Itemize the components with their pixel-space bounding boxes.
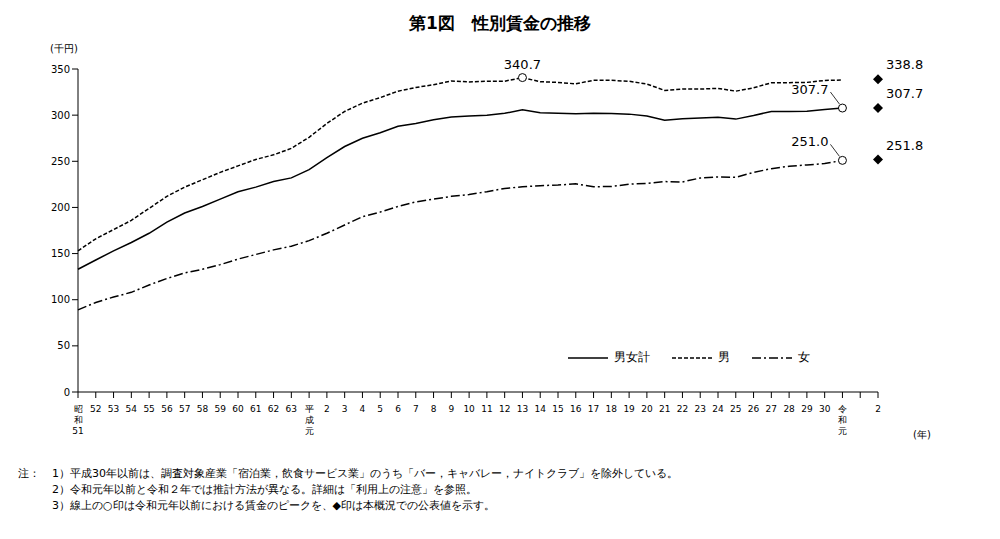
svg-text:61: 61: [250, 404, 261, 414]
svg-text:昭和51: 昭和51: [72, 404, 83, 436]
svg-text:59: 59: [214, 404, 226, 414]
svg-text:16: 16: [570, 404, 582, 414]
html-text:女: 女: [798, 350, 810, 364]
svg-text:60: 60: [232, 404, 244, 414]
svg-text:22: 22: [677, 404, 688, 414]
svg-text:55: 55: [143, 404, 154, 414]
html-text:第1図 性別賃金の推移: 第1図 性別賃金の推移: [409, 13, 591, 33]
svg-text:307.7: 307.7: [791, 82, 828, 97]
svg-text:57: 57: [179, 404, 190, 414]
svg-text:52: 52: [90, 404, 101, 414]
svg-text:7: 7: [413, 404, 419, 414]
svg-text:8: 8: [431, 404, 437, 414]
svg-text:300: 300: [51, 110, 70, 121]
svg-text:20: 20: [641, 404, 653, 414]
svg-text:15: 15: [552, 404, 563, 414]
svg-text:5: 5: [377, 404, 383, 414]
svg-text:11: 11: [481, 404, 492, 414]
svg-text:25: 25: [730, 404, 741, 414]
svg-text:26: 26: [748, 404, 760, 414]
svg-text:58: 58: [197, 404, 209, 414]
svg-text:340.7: 340.7: [504, 57, 541, 72]
svg-text:14: 14: [534, 404, 546, 414]
svg-text:100: 100: [51, 294, 70, 305]
svg-text:62: 62: [268, 404, 279, 414]
svg-text:150: 150: [51, 248, 70, 259]
svg-text:平成元: 平成元: [305, 404, 314, 436]
svg-text:307.7: 307.7: [886, 86, 923, 101]
html-text:(年): (年): [913, 429, 931, 440]
svg-text:3: 3: [342, 404, 348, 414]
svg-text:250: 250: [51, 156, 70, 167]
svg-text:28: 28: [783, 404, 795, 414]
svg-text:18: 18: [606, 404, 618, 414]
svg-text:4: 4: [360, 404, 366, 414]
svg-text:350: 350: [51, 64, 70, 75]
html-text:(千円): (千円): [50, 43, 78, 54]
svg-text:29: 29: [801, 404, 813, 414]
html-text:1）平成30年以前は、調査対象産業「宿泊業，飲食サービス業」: 1）平成30年以前は、調査対象産業「宿泊業，飲食サービス業」のうち「バー，キャバ…: [52, 467, 678, 480]
svg-text:24: 24: [712, 404, 724, 414]
svg-text:30: 30: [819, 404, 831, 414]
svg-text:13: 13: [517, 404, 528, 414]
svg-text:56: 56: [161, 404, 173, 414]
svg-text:6: 6: [395, 404, 401, 414]
svg-text:2: 2: [875, 404, 881, 414]
html-text:注：: 注：: [18, 467, 40, 480]
svg-text:0: 0: [64, 387, 70, 398]
svg-text:251.8: 251.8: [886, 138, 923, 153]
svg-text:338.8: 338.8: [886, 57, 923, 72]
svg-text:200: 200: [51, 202, 70, 213]
html-text:2）令和元年以前と令和２年では推計方法が異なる。詳細は「利用: 2）令和元年以前と令和２年では推計方法が異なる。詳細は「利用上の注意」を参照。: [52, 483, 477, 496]
svg-text:10: 10: [463, 404, 475, 414]
html-text:男: 男: [718, 350, 730, 364]
svg-text:23: 23: [694, 404, 705, 414]
svg-text:17: 17: [588, 404, 599, 414]
svg-text:50: 50: [57, 340, 70, 351]
svg-text:63: 63: [286, 404, 297, 414]
svg-text:2: 2: [324, 404, 330, 414]
svg-text:19: 19: [623, 404, 635, 414]
svg-text:12: 12: [499, 404, 510, 414]
html-text:3）線上の○印は令和元年以前における賃金のピークを、◆印は本: 3）線上の○印は令和元年以前における賃金のピークを、◆印は本概況での公表値を示す…: [52, 499, 496, 512]
svg-text:27: 27: [766, 404, 777, 414]
html-text:男女計: 男女計: [614, 350, 650, 364]
svg-text:令和元: 令和元: [838, 404, 847, 436]
svg-text:251.0: 251.0: [791, 134, 828, 149]
svg-text:54: 54: [126, 404, 138, 414]
svg-text:53: 53: [108, 404, 119, 414]
svg-text:21: 21: [659, 404, 670, 414]
svg-text:9: 9: [448, 404, 454, 414]
